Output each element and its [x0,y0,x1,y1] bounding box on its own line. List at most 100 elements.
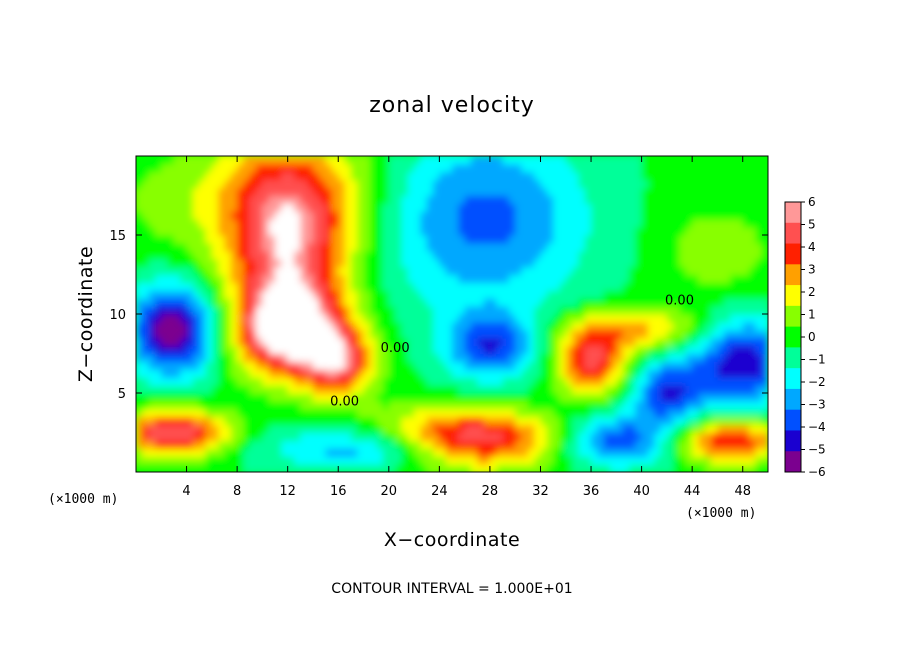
field-cell [363,290,371,299]
field-cell [742,448,750,457]
field-cell [641,393,649,402]
field-cell [426,156,434,165]
field-cell [610,424,617,434]
field-cell [186,290,194,299]
field-cell [186,432,194,441]
field-cell [603,274,611,283]
field-cell [749,266,756,276]
field-cell [717,179,725,189]
field-cell [281,329,289,339]
field-cell [369,242,377,252]
field-cell [275,345,282,355]
field-cell [243,195,251,204]
field-cell [749,298,756,307]
field-cell [464,321,472,331]
field-cell [243,314,251,323]
field-cell [723,464,731,472]
field-cell [730,250,737,260]
field-cell [199,187,207,197]
field-cell [723,290,731,299]
field-cell [660,329,668,339]
field-cell [477,203,485,212]
field-cell [262,250,270,260]
field-cell [369,235,377,244]
field-cell [660,369,668,378]
field-cell [502,400,510,410]
field-cell [426,274,434,283]
field-cell [660,290,668,299]
field-cell [148,266,156,276]
field-cell [426,345,434,355]
field-cell [527,179,535,189]
field-cell [167,187,175,197]
field-cell [180,361,188,370]
field-cell [186,203,194,212]
field-cell [306,298,314,307]
field-cell [654,195,662,204]
field-cell [591,187,598,197]
field-cell [256,385,263,394]
field-cell [470,337,478,347]
field-cell [603,282,611,291]
field-cell [477,464,485,472]
field-cell [395,211,403,220]
field-cell [199,377,207,386]
field-cell [136,408,143,418]
field-cell [489,353,497,362]
field-cell [610,464,617,472]
field-cell [647,203,655,212]
field-cell [546,258,554,268]
field-cell [161,448,169,457]
field-cell [211,187,219,197]
field-cell [508,464,516,472]
field-cell [382,448,390,457]
field-cell [692,227,700,236]
field-cell [711,456,719,465]
field-cell [616,211,624,220]
field-cell [275,464,282,472]
field-cell [319,156,327,165]
field-cell [243,258,251,268]
field-cell [445,179,453,189]
field-cell [597,400,605,410]
field-cell [540,456,548,465]
field-cell [679,163,687,173]
field-cell [622,361,630,370]
field-cell [294,258,301,268]
field-cell [287,258,295,268]
field-cell [338,258,346,268]
field-cell [685,432,693,441]
field-cell [622,424,630,434]
field-cell [711,227,719,236]
field-cell [319,416,327,426]
field-cell [369,456,377,465]
field-cell [749,258,756,268]
field-cell [294,163,301,173]
field-cell [572,424,579,434]
field-cell [420,156,428,165]
field-cell [294,274,301,283]
field-cell [527,282,535,291]
field-cell [616,440,624,449]
field-cell [559,156,567,165]
field-cell [654,377,662,386]
field-cell [376,353,384,362]
field-cell [319,211,327,220]
field-cell [717,242,725,252]
field-cell [559,353,567,362]
field-cell [489,250,497,260]
field-cell [610,353,617,362]
field-cell [584,464,592,472]
field-cell [275,337,282,347]
field-cell [218,393,226,402]
field-cell [256,266,263,276]
field-cell [167,440,175,449]
field-cell [654,156,662,165]
field-cell [420,456,428,465]
field-cell [742,282,750,291]
field-cell [363,195,371,204]
field-cell [628,314,636,323]
field-cell [452,456,459,465]
field-cell [641,464,649,472]
field-cell [761,156,768,165]
